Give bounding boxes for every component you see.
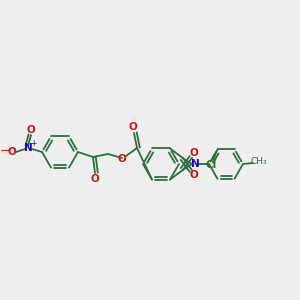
Text: −: − [0,145,10,158]
Text: O: O [190,148,198,158]
Text: O: O [190,170,198,180]
Text: CH₃: CH₃ [251,158,267,166]
Text: O: O [129,122,137,132]
Text: Cl: Cl [206,160,217,170]
Text: N: N [190,159,200,169]
Text: O: O [8,147,16,157]
Text: O: O [91,174,99,184]
Text: +: + [30,140,36,148]
Text: O: O [27,125,35,135]
Text: O: O [118,154,126,164]
Text: N: N [24,143,32,153]
